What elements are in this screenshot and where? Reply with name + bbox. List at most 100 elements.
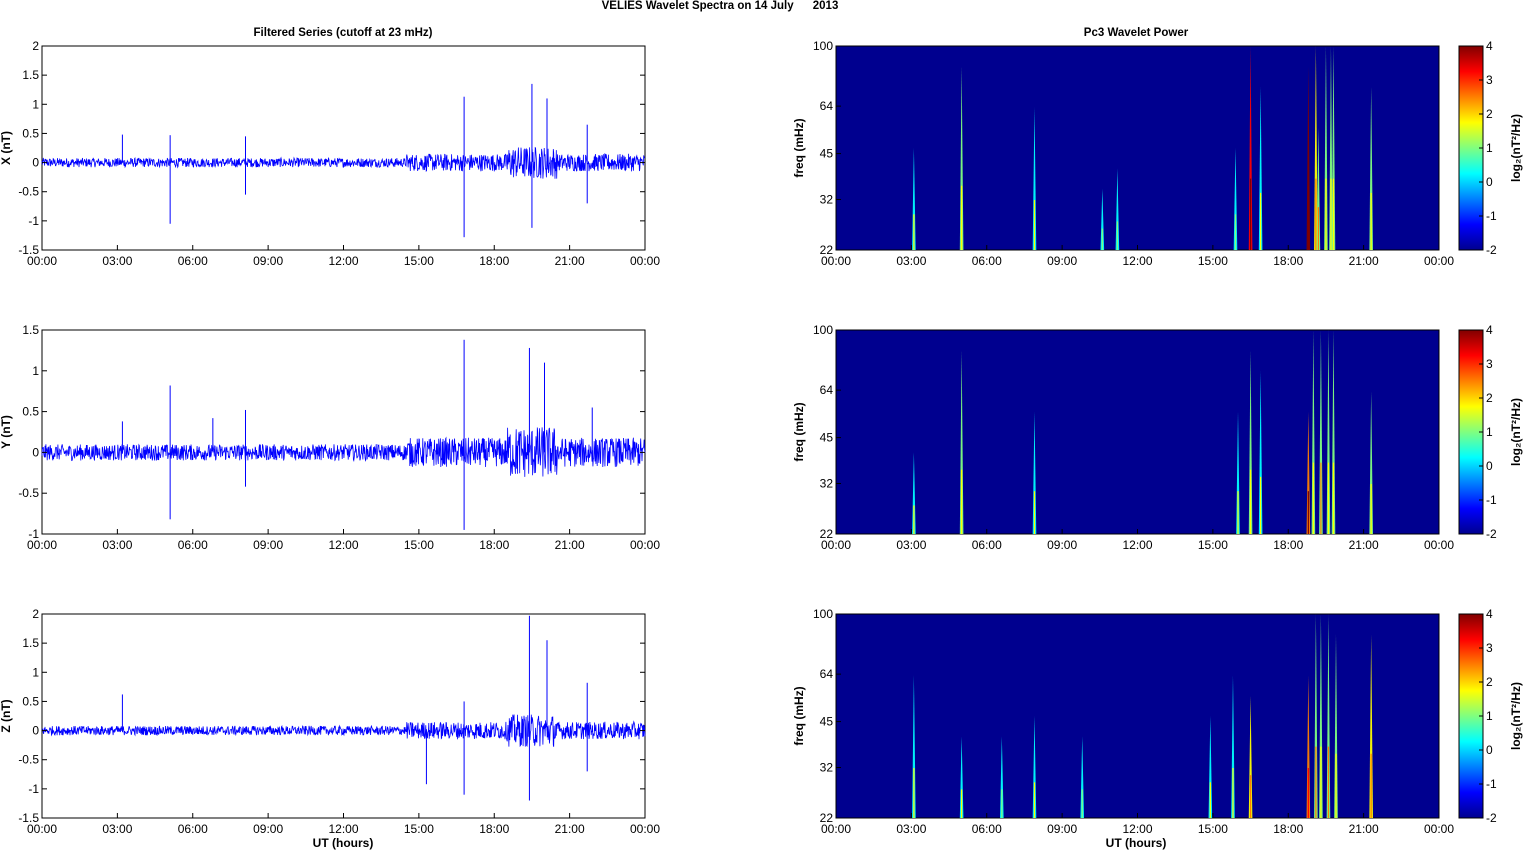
- timeseries-x-tick-label: 09:00: [253, 538, 283, 552]
- timeseries-trace: [41, 714, 646, 748]
- wavelet-y-tick-label: 22: [820, 527, 834, 541]
- wavelet-streak: [1032, 411, 1037, 534]
- colorbar-tick-label: -1: [1486, 493, 1497, 507]
- timeseries-x-tick-label: 21:00: [555, 822, 585, 836]
- wavelet-x-tick-label: 15:00: [1198, 538, 1228, 552]
- timeseries-y-tick-label: -1.5: [18, 811, 39, 825]
- timeseries-ylabel: Y (nT): [0, 415, 13, 449]
- wavelet-streak: [1032, 107, 1037, 250]
- wavelet-x-tick-label: 21:00: [1349, 254, 1379, 268]
- timeseries-x-tick-label: 15:00: [404, 254, 434, 268]
- wavelet-x-tick-label: 03:00: [896, 254, 926, 268]
- colorbar-tick-label: 4: [1486, 39, 1493, 53]
- wavelet-x-tick-label: 06:00: [972, 822, 1002, 836]
- wavelet-y-tick-label: 22: [820, 243, 834, 257]
- timeseries-x-tick-label: 00:00: [27, 254, 57, 268]
- wavelet-ylabel: freq (mHz): [792, 402, 806, 461]
- colorbar-tick-label: 1: [1486, 141, 1493, 155]
- colorbar-tick-label: -1: [1486, 209, 1497, 223]
- timeseries-trace: [41, 427, 646, 477]
- colorbar-tick-label: -2: [1486, 811, 1497, 825]
- colorbar-tick-label: 1: [1486, 709, 1493, 723]
- wavelet-x-tick-label: 21:00: [1349, 822, 1379, 836]
- timeseries-x-tick-label: 06:00: [178, 822, 208, 836]
- wavelet-streak: [1331, 46, 1336, 250]
- timeseries-y-tick-label: 0.5: [22, 126, 39, 140]
- wavelet-streak: [1329, 46, 1333, 250]
- wavelet-streak: [1314, 46, 1318, 250]
- wavelet-x-tick-label: 09:00: [1047, 822, 1077, 836]
- timeseries-y-tick-label: -1: [28, 527, 39, 541]
- wavelet-x-tick-label: 21:00: [1349, 538, 1379, 552]
- colorbar-tick-label: 2: [1486, 391, 1493, 405]
- left-column-title: Filtered Series (cutoff at 23 mHz): [254, 27, 433, 39]
- wavelet-streak: [1115, 168, 1120, 250]
- timeseries-x-tick-label: 12:00: [328, 254, 358, 268]
- wavelet-streak: [1319, 614, 1323, 818]
- colorbar-tick-label: 3: [1486, 357, 1493, 371]
- wavelet-streak: [1248, 46, 1253, 250]
- timeseries-x-tick-label: 00:00: [630, 254, 660, 268]
- wavelet-y-tick-label: 64: [820, 99, 834, 113]
- wavelet-y-tick-label: 64: [820, 667, 834, 681]
- wavelet-x-tick-label: 12:00: [1122, 822, 1152, 836]
- wavelet-streak: [959, 66, 964, 251]
- wavelet-streak: [1314, 614, 1318, 818]
- wavelet-ylabel: freq (mHz): [792, 686, 806, 745]
- wavelet-streak: [1316, 127, 1321, 250]
- wavelet-heatmap-background: [835, 329, 1440, 535]
- timeseries-x-tick-label: 15:00: [404, 538, 434, 552]
- timeseries-y-tick-label: 1.5: [22, 68, 39, 82]
- figure-title: VELIES Wavelet Spectra on 14 July 2013: [602, 0, 839, 12]
- wavelet-heatmap-background: [835, 45, 1440, 251]
- colorbar-tick-label: 3: [1486, 641, 1493, 655]
- colorbar-tick-label: -2: [1486, 527, 1497, 541]
- colorbar-tick-label: 2: [1486, 107, 1493, 121]
- timeseries-y-tick-label: 2: [32, 39, 39, 53]
- wavelet-x-tick-label: 12:00: [1122, 254, 1152, 268]
- timeseries-y-tick-label: 1.5: [22, 636, 39, 650]
- colorbar-tick-label: 1: [1486, 425, 1493, 439]
- wavelet-streak: [1248, 350, 1253, 534]
- timeseries-panel-z: 2 1.5 1 0.5 0 -0.5 -1 -1.5 Z (nT): [0, 607, 646, 825]
- wavelet-streak: [1331, 330, 1336, 534]
- right-column-title: Pc3 Wavelet Power: [1084, 27, 1189, 39]
- timeseries-y-tick-label: -0.5: [18, 753, 39, 767]
- wavelet-y-tick-label: 32: [820, 761, 834, 775]
- timeseries-ylabel: X (nT): [0, 131, 13, 165]
- wavelet-x-ticks: 00:00 03:00 06:00 09:00 12:00 15:00 18:00 21:00…: [821, 245, 1454, 268]
- wavelet-streak: [1306, 675, 1311, 818]
- timeseries-x-tick-label: 18:00: [479, 822, 509, 836]
- wavelet-streak: [1311, 330, 1316, 534]
- timeseries-y-tick-label: 1: [32, 97, 39, 111]
- wavelet-x-tick-label: 06:00: [972, 538, 1002, 552]
- wavelet-streak: [1233, 148, 1238, 250]
- wavelet-streak: [912, 675, 916, 818]
- wavelet-y-tick-label: 45: [820, 147, 834, 161]
- wavelet-x-tick-label: 09:00: [1047, 254, 1077, 268]
- timeseries-x-tick-label: 03:00: [102, 538, 132, 552]
- wavelet-x-tick-label: 00:00: [1424, 254, 1454, 268]
- timeseries-x-tick-label: 15:00: [404, 822, 434, 836]
- wavelet-y-tick-label: 64: [820, 383, 834, 397]
- wavelet-x-tick-label: 00:00: [1424, 538, 1454, 552]
- wavelet-streak: [1326, 614, 1331, 818]
- timeseries-y-tick-label: 1.5: [22, 323, 39, 337]
- timeseries-y-tick-label: 0.5: [22, 405, 39, 419]
- timeseries-ylabel: Z (nT): [0, 699, 13, 732]
- wavelet-x-ticks: 00:00 03:00 06:00 09:00 12:00 15:00 18:00 21:00…: [821, 529, 1454, 552]
- wavelet-x-ticks: 00:00 03:00 06:00 09:00 12:00 15:00 18:00 21:00…: [821, 813, 1454, 836]
- colorbar-tick-label: 4: [1486, 607, 1493, 621]
- colorbar-tick-label: -1: [1486, 777, 1497, 791]
- wavelet-streak: [1369, 391, 1373, 534]
- wavelet-ylabel: freq (mHz): [792, 118, 806, 177]
- timeseries-x-tick-label: 03:00: [102, 254, 132, 268]
- wavelet-streak: [912, 452, 916, 534]
- wavelet-y-tick-label: 22: [820, 811, 834, 825]
- wavelet-streak: [1000, 736, 1004, 818]
- timeseries-x-tick-label: 00:00: [630, 822, 660, 836]
- wavelet-streak: [1231, 675, 1235, 818]
- wavelet-x-tick-label: 00:00: [1424, 822, 1454, 836]
